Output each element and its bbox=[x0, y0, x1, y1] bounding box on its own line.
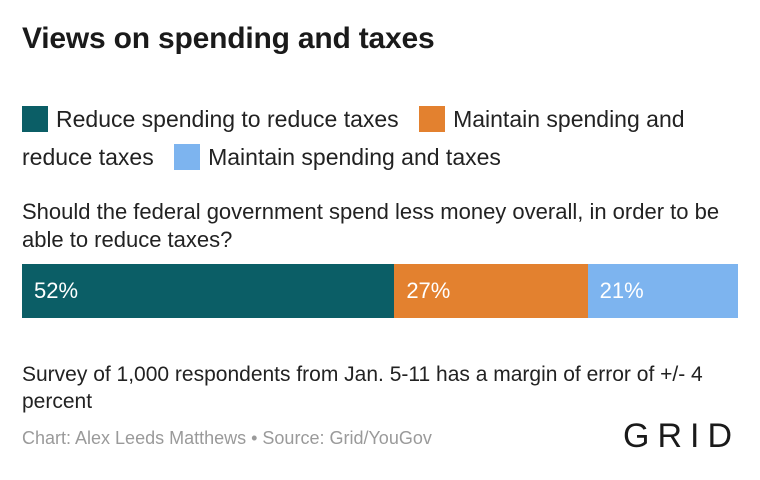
stacked-bar: 52% 27% 21% bbox=[22, 264, 738, 318]
legend-label-maintain-both: Maintain spending and taxes bbox=[208, 144, 501, 170]
data-label-reduce-spending: 52% bbox=[34, 278, 79, 303]
chart-credit: Chart: Alex Leeds Matthews • Source: Gri… bbox=[22, 428, 432, 448]
legend-swatch-reduce-spending bbox=[22, 106, 48, 132]
data-label-maintain-reduce: 27% bbox=[406, 278, 451, 303]
bar-segment-maintain-reduce bbox=[394, 264, 588, 318]
legend-label-reduce-spending: Reduce spending to reduce taxes bbox=[56, 106, 399, 132]
legend-swatch-maintain-reduce bbox=[419, 106, 446, 132]
survey-question: Should the federal government spend less… bbox=[22, 199, 720, 252]
bar-segment-maintain-both bbox=[587, 264, 738, 318]
chart-title: Views on spending and taxes bbox=[22, 22, 435, 55]
legend: Reduce spending to reduce taxes Maintain… bbox=[22, 100, 722, 176]
survey-note: Survey of 1,000 respondents from Jan. 5-… bbox=[22, 363, 703, 413]
legend-item-maintain-reduce: Maintain spending and reduce taxes bbox=[22, 106, 685, 170]
legend-item-maintain-both: Maintain spending and taxes bbox=[174, 144, 515, 170]
legend-item-reduce-spending: Reduce spending to reduce taxes bbox=[22, 106, 413, 132]
legend-label-maintain-reduce: Maintain spending and reduce taxes bbox=[22, 106, 685, 170]
bar-segment-reduce-spending bbox=[22, 264, 395, 318]
data-label-maintain-both: 21% bbox=[599, 278, 644, 303]
legend-swatch-maintain-both bbox=[174, 144, 201, 170]
grid-logo: GRID bbox=[623, 417, 740, 455]
